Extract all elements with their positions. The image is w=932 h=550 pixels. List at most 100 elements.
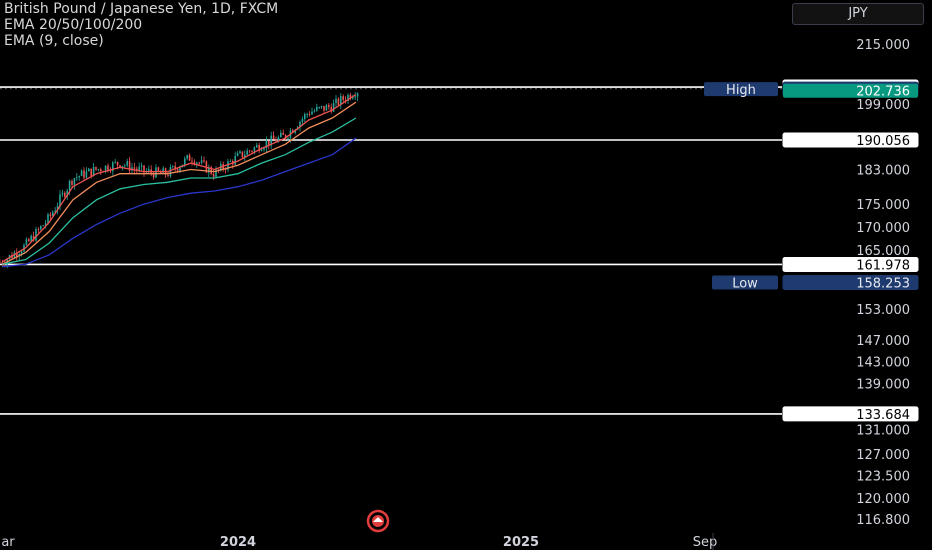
candle-body <box>337 98 340 106</box>
candle-31 <box>73 177 76 190</box>
candle-139 <box>332 99 335 113</box>
candle-body <box>244 154 246 158</box>
y-tick-label-8: 143.000 <box>856 355 910 370</box>
candle-body <box>0 261 1 263</box>
candle-90 <box>215 166 217 179</box>
candle-body <box>320 106 323 107</box>
candle-body <box>71 180 73 185</box>
y-tick-label-6: 153.000 <box>856 303 910 318</box>
candle-body <box>328 105 330 108</box>
candle-73 <box>174 161 176 172</box>
candle-body <box>95 166 97 170</box>
candle-body <box>30 235 32 242</box>
candle-36 <box>85 167 88 179</box>
indicator-ema-group[interactable]: EMA 20/50/100/200 <box>4 17 143 33</box>
candle-18 <box>42 224 44 227</box>
candle-137 <box>328 103 330 110</box>
candle-body <box>78 176 80 178</box>
candle-17 <box>40 225 42 231</box>
ema-line-3 <box>2 137 357 268</box>
candle-body <box>155 167 157 178</box>
candle-98 <box>234 151 236 167</box>
y-tick-label-14: 116.800 <box>856 513 910 528</box>
candle-131 <box>313 108 316 113</box>
candle-body <box>37 229 40 230</box>
candle-59 <box>140 162 143 171</box>
y-tick-label-10: 131.000 <box>856 424 910 439</box>
symbol-title[interactable]: British Pound / Japanese Yen, 1D, FXCM <box>4 1 279 17</box>
chart-legend: British Pound / Japanese Yen, 1D, FXCM E… <box>4 1 278 49</box>
candle-body <box>83 170 85 178</box>
low-label-text: Low <box>732 277 758 292</box>
candle-body <box>251 151 253 152</box>
candle-body <box>88 168 90 172</box>
candle-body <box>4 264 6 266</box>
candle-body <box>260 149 263 152</box>
high-label-text: High <box>726 83 756 98</box>
candle-body <box>270 135 272 146</box>
candle-body <box>356 93 359 97</box>
candle-53 <box>126 158 128 168</box>
candle-body <box>299 121 301 128</box>
candle-body <box>59 194 61 207</box>
candle-body <box>143 165 145 173</box>
candle-130 <box>311 107 313 116</box>
x-tick-label-3: Sep <box>693 535 718 550</box>
candle-body <box>253 147 256 152</box>
candle-body <box>85 171 88 178</box>
logo-icon[interactable] <box>366 509 390 533</box>
candle-body <box>64 192 66 197</box>
level-tag-1: 190.056 <box>782 132 919 149</box>
candle-15 <box>35 226 37 242</box>
candle-102 <box>244 150 246 162</box>
candle-117 <box>280 129 282 138</box>
candle-107 <box>256 142 258 148</box>
indicator-ema-9[interactable]: EMA (9, close) <box>4 33 104 49</box>
candle-body <box>308 114 311 115</box>
candle-body <box>169 167 172 177</box>
candle-21 <box>49 212 52 220</box>
price-axis: 215.000 199.000 183.000 175.000 170.000 165.0… <box>856 38 910 528</box>
candle-body <box>313 110 316 112</box>
ema-line-2 <box>2 117 357 265</box>
candle-body <box>100 169 102 172</box>
candle-56 <box>133 162 136 173</box>
x-tick-label-2: 2025 <box>503 535 539 550</box>
candle-body <box>335 98 337 104</box>
candle-body <box>229 161 232 162</box>
candle-body <box>186 155 188 159</box>
candle-body <box>128 161 131 171</box>
candle-40 <box>95 166 97 172</box>
high-label-badge <box>704 82 778 97</box>
candle-body <box>193 161 196 165</box>
candle-body <box>172 166 174 168</box>
candle-96 <box>229 159 232 162</box>
candle-body <box>56 206 59 211</box>
candle-body <box>236 153 239 157</box>
candle-35 <box>83 167 85 182</box>
candle-16 <box>37 227 40 233</box>
candle-128 <box>306 112 308 118</box>
candle-127 <box>304 112 306 123</box>
ema-line-1 <box>1 101 357 265</box>
candle-78 <box>186 154 188 161</box>
candle-body <box>210 167 212 174</box>
candle-11 <box>25 237 28 246</box>
last-price-text: 202.736 <box>856 85 910 100</box>
candle-140 <box>335 94 337 108</box>
candle-body <box>80 170 83 177</box>
currency-button[interactable]: JPY <box>792 3 924 25</box>
candle-body <box>124 165 126 167</box>
low-label-badge <box>712 275 778 290</box>
candle-120 <box>287 136 289 141</box>
candle-body <box>280 132 282 138</box>
candle-body <box>272 135 275 140</box>
candle-body <box>265 140 268 148</box>
candle-body <box>347 94 349 101</box>
candle-84 <box>200 155 203 165</box>
candle-100 <box>239 149 241 155</box>
candle-95 <box>227 158 229 173</box>
y-tick-label-12: 123.500 <box>856 470 910 485</box>
candle-body <box>109 170 112 172</box>
